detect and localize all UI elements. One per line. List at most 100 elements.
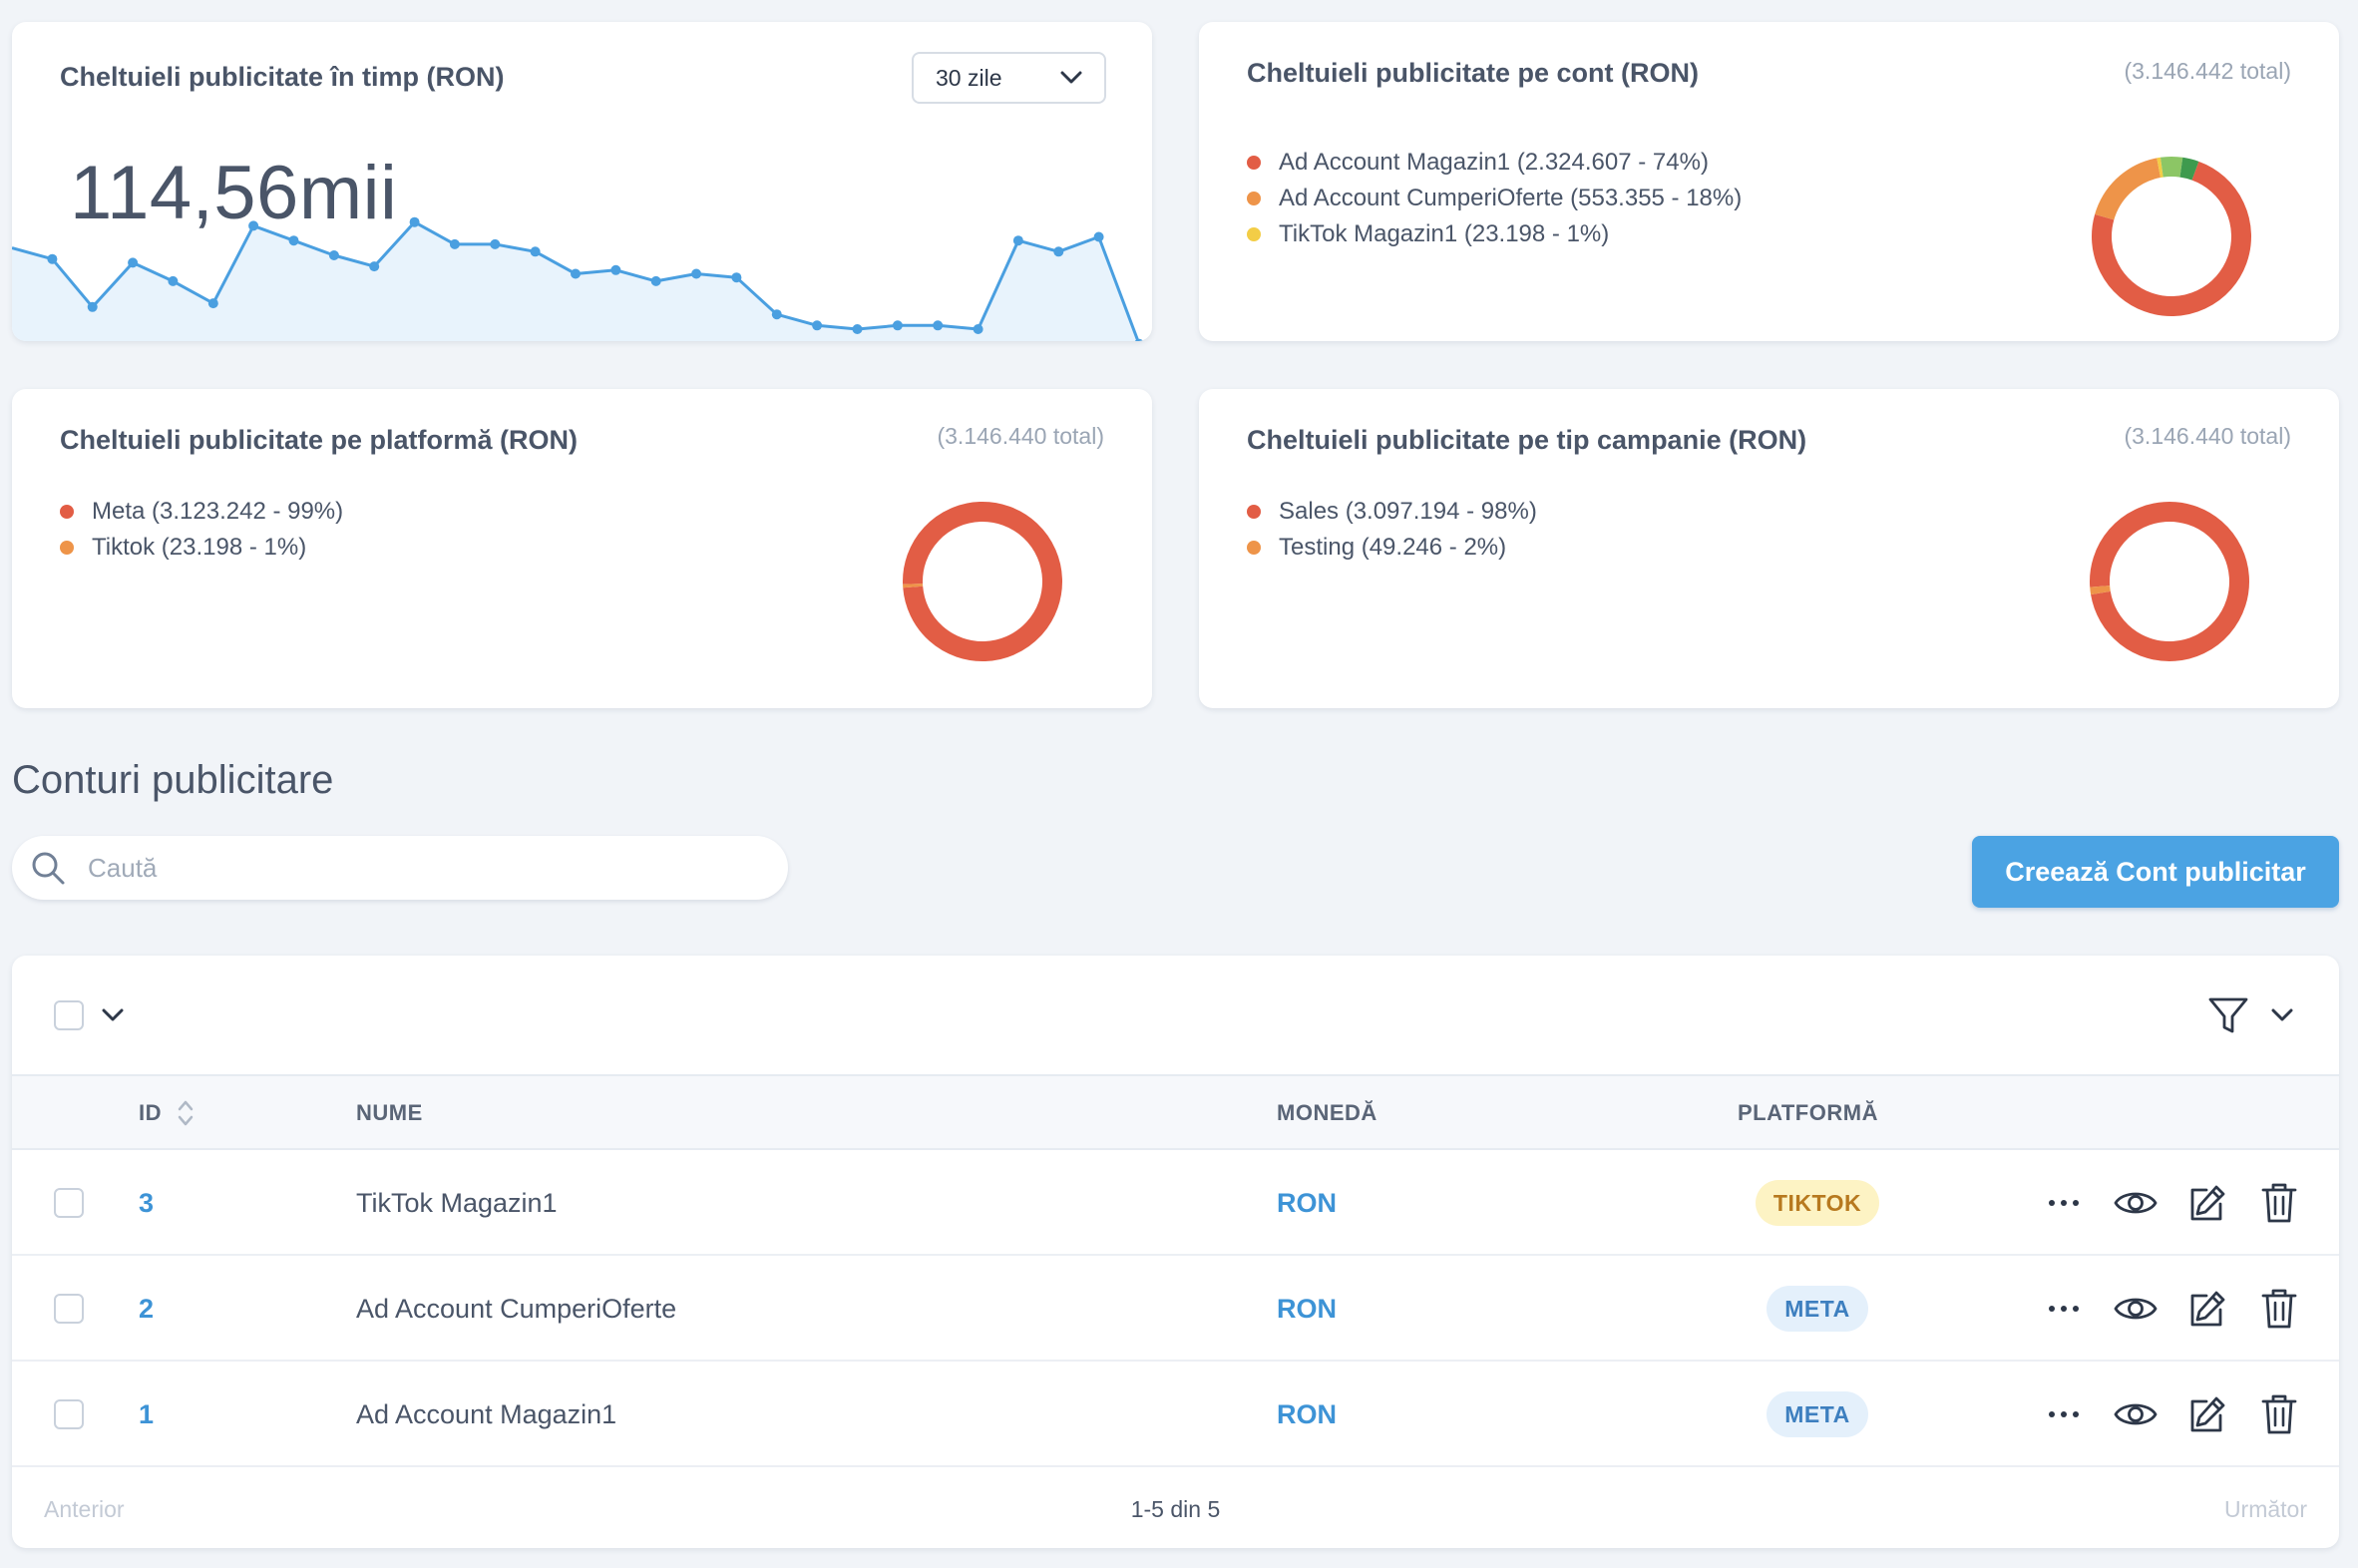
column-header-currency: MONEDĂ <box>1277 1100 1377 1125</box>
date-range-value: 30 zile <box>936 64 1002 91</box>
data-point <box>973 324 983 334</box>
next-page-button[interactable]: Următor <box>2223 1496 2307 1522</box>
row-currency[interactable]: RON <box>1277 1398 1337 1429</box>
eye-icon <box>2114 1192 2158 1214</box>
row-id-link[interactable]: 3 <box>139 1187 155 1218</box>
data-point <box>1053 246 1064 257</box>
row-name: TikTok Magazin1 <box>356 1187 558 1218</box>
row-actions <box>2028 1362 2315 1467</box>
select-all-checkbox[interactable] <box>54 1000 84 1030</box>
card-title: Cheltuieli publicitate pe tip campanie (… <box>1247 425 1807 455</box>
spend-over-time-card: Cheltuieli publicitate în timp (RON) 30 … <box>12 22 1152 341</box>
more-actions-button[interactable] <box>2028 1256 2100 1362</box>
table-header: ID NUME MONEDĂ PLATFORMĂ <box>12 1076 2339 1150</box>
card-title: Cheltuieli publicitate pe platformă (RON… <box>60 425 579 455</box>
legend-dot <box>60 505 74 519</box>
campaign-donut-chart <box>2090 502 2249 661</box>
pie-slice <box>2092 157 2251 316</box>
data-point <box>852 324 863 334</box>
previous-page-button[interactable]: Anterior <box>44 1496 125 1522</box>
more-icon <box>2049 1306 2079 1312</box>
row-currency[interactable]: RON <box>1277 1187 1337 1218</box>
more-icon <box>2049 1200 2079 1206</box>
delete-button[interactable] <box>2243 1256 2315 1362</box>
legend-dot <box>60 541 74 555</box>
more-actions-button[interactable] <box>2028 1150 2100 1256</box>
legend-dot <box>1247 156 1261 170</box>
legend-dot <box>1247 505 1261 519</box>
spend-line-chart <box>12 216 1152 341</box>
legend-label: TikTok Magazin1 (23.198 - 1%) <box>1279 220 1610 247</box>
data-point <box>87 301 98 312</box>
data-point <box>1012 235 1023 246</box>
more-icon <box>2049 1411 2079 1417</box>
search-bar[interactable] <box>12 836 788 900</box>
table-row[interactable]: 1 Ad Account Magazin1 RON META <box>12 1362 2339 1467</box>
data-point <box>1093 231 1104 242</box>
row-checkbox[interactable] <box>54 1399 84 1429</box>
pie-slice <box>2092 157 2251 316</box>
view-button[interactable] <box>2100 1150 2171 1256</box>
legend-item: Testing (49.246 - 2%) <box>1247 530 1537 566</box>
legend-item: Sales (3.097.194 - 98%) <box>1247 494 1537 530</box>
data-point <box>892 320 903 331</box>
edit-icon <box>2190 1291 2225 1327</box>
delete-button[interactable] <box>2243 1362 2315 1467</box>
trash-icon <box>2261 1183 2297 1223</box>
account-legend: Ad Account Magazin1 (2.324.607 - 74%) Ad … <box>1247 145 1742 252</box>
delete-button[interactable] <box>2243 1150 2315 1256</box>
spend-by-account-card: Cheltuieli publicitate pe cont (RON) (3.… <box>1199 22 2339 341</box>
legend-item: Meta (3.123.242 - 99%) <box>60 494 343 530</box>
row-id-link[interactable]: 2 <box>139 1293 155 1324</box>
pie-slice <box>2092 157 2251 316</box>
legend-label: Meta (3.123.242 - 99%) <box>92 498 344 525</box>
platform-badge: TIKTOK <box>1755 1180 1880 1226</box>
table-row[interactable]: 3 TikTok Magazin1 RON TIKTOK <box>12 1150 2339 1256</box>
row-currency[interactable]: RON <box>1277 1293 1337 1324</box>
view-button[interactable] <box>2100 1362 2171 1467</box>
row-actions <box>2028 1256 2315 1362</box>
pie-slice <box>903 502 1062 661</box>
view-button[interactable] <box>2100 1256 2171 1362</box>
create-ad-account-button[interactable]: Creează Cont publicitar <box>1972 836 2339 908</box>
legend-label: Sales (3.097.194 - 98%) <box>1279 498 1537 525</box>
row-id-link[interactable]: 1 <box>139 1398 155 1429</box>
date-range-select[interactable]: 30 zile <box>912 52 1106 104</box>
eye-icon <box>2114 1403 2158 1425</box>
spend-by-campaign-card: Cheltuieli publicitate pe tip campanie (… <box>1199 389 2339 708</box>
more-actions-button[interactable] <box>2028 1362 2100 1467</box>
platform-donut-chart <box>903 502 1062 661</box>
edit-button[interactable] <box>2171 1362 2243 1467</box>
edit-icon <box>2190 1185 2225 1221</box>
edit-button[interactable] <box>2171 1256 2243 1362</box>
edit-icon <box>2190 1396 2225 1432</box>
edit-button[interactable] <box>2171 1150 2243 1256</box>
search-input[interactable] <box>88 852 736 884</box>
chevron-down-icon[interactable] <box>2271 1008 2293 1022</box>
data-point <box>369 261 380 272</box>
data-point <box>207 298 218 309</box>
data-point <box>771 309 782 320</box>
total-spend-value: 114,56mii <box>70 151 398 235</box>
data-point <box>168 275 179 286</box>
pie-slice <box>903 502 1062 661</box>
column-header-name: NUME <box>356 1100 423 1125</box>
platform-legend: Meta (3.123.242 - 99%) Tiktok (23.198 - 1… <box>60 494 343 566</box>
series-line <box>12 220 1140 341</box>
row-checkbox[interactable] <box>54 1188 84 1218</box>
column-header-id[interactable]: ID <box>139 1076 196 1150</box>
row-checkbox[interactable] <box>54 1294 84 1324</box>
table-row[interactable]: 2 Ad Account CumperiOferte RON META <box>12 1256 2339 1362</box>
data-point <box>571 268 581 279</box>
legend-item: Ad Account Magazin1 (2.324.607 - 74%) <box>1247 145 1742 181</box>
data-point <box>490 238 501 249</box>
card-total: (3.146.442 total) <box>2124 58 2291 84</box>
filter-icon[interactable] <box>2207 994 2249 1036</box>
pie-slice <box>2090 502 2249 661</box>
data-point <box>933 320 944 331</box>
chevron-down-icon[interactable] <box>102 1008 124 1022</box>
data-point <box>449 238 460 249</box>
legend-dot <box>1247 192 1261 205</box>
card-total: (3.146.440 total) <box>2124 423 2291 449</box>
pie-slice <box>2092 157 2251 316</box>
